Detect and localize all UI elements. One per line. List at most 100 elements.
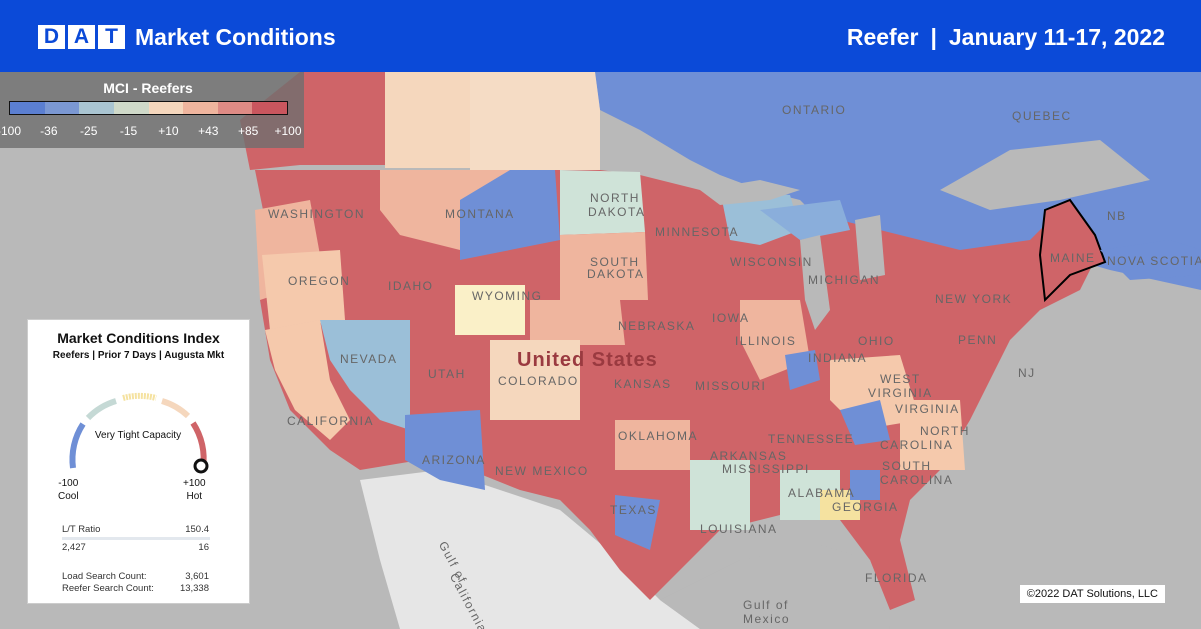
region-arizona [405, 410, 485, 490]
label-kansas: KANSAS [614, 377, 672, 391]
legend-swatch [79, 102, 114, 114]
gauge-max-label: Hot [186, 491, 203, 502]
label-utah: UTAH [428, 367, 466, 381]
label-nova-scotia: NOVA SCOTIA [1107, 254, 1201, 268]
lt-ratio-value: 150.4 [185, 524, 209, 535]
header-right: Reefer | January 11-17, 2022 [847, 24, 1165, 51]
gauge-min-value: -100 [58, 478, 79, 489]
region-nevada [320, 320, 410, 430]
mci-panel: Market Conditions Index Reefers | Prior … [27, 319, 250, 604]
legend-swatch [217, 102, 253, 114]
label-oklahoma: OKLAHOMA [618, 429, 698, 443]
reefer-search-label: Reefer Search Count: [62, 583, 154, 594]
legend-color-scale [9, 101, 288, 115]
label-oregon: OREGON [288, 274, 350, 288]
lake-michigan [800, 235, 830, 330]
label-wyoming: WYOMING [472, 289, 543, 303]
region-wyoming [455, 285, 525, 335]
gauge-seg-3 [122, 392, 157, 401]
label-louisiana: LOUISIANA [700, 522, 778, 536]
label-new-york: NEW YORK [935, 292, 1012, 306]
label-ohio: OHIO [858, 334, 895, 348]
label-florida: FLORIDA [865, 571, 928, 585]
label-north-carolina-1: NORTH [920, 424, 970, 438]
label-virginia: VIRGINIA [895, 402, 960, 416]
equipment-type: Reefer [846, 24, 919, 50]
label-idaho: IDAHO [388, 279, 434, 293]
dat-logo: D A T [38, 25, 125, 49]
trucks-count: 16 [198, 542, 209, 553]
legend-tick-label: +100 [274, 124, 302, 138]
logo-letter-d: D [38, 25, 65, 49]
gauge-status: Very Tight Capacity [94, 430, 182, 441]
label-gulf-mexico-2: Mexico [743, 612, 790, 626]
label-arizona: ARIZONA [422, 453, 486, 467]
legend-swatch [10, 102, 45, 114]
label-south-dakota-1: SOUTH [590, 255, 640, 269]
region-indiana [785, 350, 820, 390]
copyright-credit: ©2022 DAT Solutions, LLC [1019, 585, 1165, 603]
legend-ticks: -100 -36 -25 -15 +10 +43 +85 +100 [0, 124, 304, 140]
label-illinois: ILLINOIS [735, 334, 796, 348]
region-upper-michigan [760, 200, 850, 240]
label-north-carolina-2: CAROLINA [880, 438, 953, 452]
header-bar: D A T Market Conditions Reefer | January… [0, 0, 1201, 72]
label-california: CALIFORNIA [287, 414, 374, 428]
region-canada-alberta [385, 72, 470, 168]
header-separator: | [930, 24, 937, 50]
label-south-carolina-1: SOUTH [882, 459, 932, 473]
mci-gauge [69, 392, 209, 474]
lt-ratio-label: L/T Ratio [62, 524, 101, 535]
load-search-label: Load Search Count: [62, 571, 147, 582]
gauge-seg-1 [69, 422, 86, 469]
region-south-dakota [560, 232, 648, 300]
legend-tick-label: +10 [158, 124, 179, 138]
label-ontario: ONTARIO [782, 103, 846, 117]
loads-count: 2,427 [62, 542, 86, 553]
region-dakota-north [560, 170, 645, 235]
region-texas-blue [615, 495, 660, 550]
legend-swatch [44, 102, 80, 114]
legend-tick-label: +43 [198, 124, 219, 138]
gauge-indicator [193, 458, 209, 474]
market-map[interactable]: ONTARIO QUEBEC NB NOVA SCOTIA WASHINGTON… [0, 72, 1201, 629]
legend-swatch [148, 102, 184, 114]
legend-tick-label: +85 [237, 124, 259, 138]
label-montana: MONTANA [445, 207, 515, 221]
region-montana-blue [460, 170, 560, 260]
label-penn: PENN [958, 333, 997, 347]
legend-title: MCI - Reefers [103, 80, 193, 96]
label-colorado: COLORADO [498, 374, 579, 388]
region-baja [365, 490, 460, 629]
region-oregon [262, 250, 345, 330]
region-maine [1038, 198, 1107, 303]
region-southeast-light [900, 400, 965, 470]
label-south-carolina-2: CAROLINA [880, 473, 953, 487]
gauge-seg-2 [85, 398, 117, 421]
legend-tick-label: -36 [40, 124, 58, 138]
lake-huron [855, 215, 885, 280]
label-michigan: MICHIGAN [808, 273, 880, 287]
hudson-bay-area [940, 140, 1150, 210]
label-gulf-mexico-1: Gulf of [743, 598, 789, 612]
label-alabama: ALABAMA [788, 486, 855, 500]
region-kentucky [840, 400, 890, 445]
region-great-lakes [720, 190, 800, 245]
legend-tick-label: -25 [80, 124, 98, 138]
label-north-dakota-1: NORTH [590, 191, 640, 205]
region-mexico [360, 470, 700, 629]
legend-tick-label: -100 [0, 124, 22, 138]
region-usa [255, 170, 1100, 610]
label-tennessee: TENNESSEE [768, 432, 854, 446]
label-nj: NJ [1018, 366, 1036, 380]
label-washington: WASHINGTON [268, 207, 365, 221]
region-canada-sask [470, 72, 600, 170]
gulf-mexico [660, 545, 890, 629]
label-north-dakota-2: DAKOTA [588, 205, 645, 219]
region-oklahoma [615, 420, 690, 470]
region-colorado [490, 340, 580, 420]
mci-legend: MCI - Reefers -100 -36 -25 -15 +10 +43 +85 +100 [0, 72, 304, 148]
label-west-virginia-1: WEST [880, 372, 921, 386]
gauge-max-value: +100 [183, 478, 206, 489]
label-south-dakota-2: DAKOTA [587, 267, 644, 281]
